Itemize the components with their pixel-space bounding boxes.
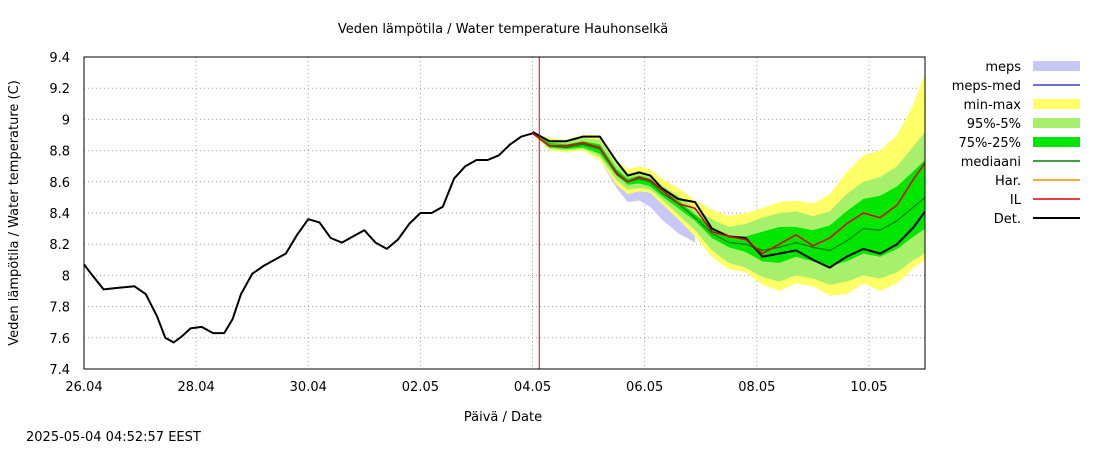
series-det	[532, 131, 926, 269]
legend-label: 95%-5%	[967, 117, 1021, 132]
x-axis-label: Päivä / Date	[464, 410, 542, 425]
legend-swatch	[1033, 118, 1080, 128]
band-75-25-	[532, 131, 925, 266]
legend-label: Har.	[995, 174, 1021, 189]
legend: meps meps-med min-max 95%-5% 75%-25% mediaani…	[952, 60, 1080, 227]
x-tick-label: 26.04	[65, 380, 102, 395]
x-tick-label: 02.05	[402, 380, 439, 395]
series-il	[532, 132, 926, 255]
plot-frame	[83, 56, 926, 370]
y-tick-label: 7.4	[49, 363, 70, 378]
y-tick-label: 9	[62, 113, 70, 128]
y-tick-label: 9.2	[49, 82, 70, 97]
y-axis-label: Veden lämpötila / Water temperature (C)	[7, 80, 22, 346]
legend-label: min-max	[963, 98, 1021, 113]
y-tick-label: 7.6	[49, 332, 70, 347]
legend-label: 75%-25%	[959, 136, 1021, 151]
y-tick-label: 8.8	[49, 145, 70, 160]
x-tick-label: 06.05	[626, 380, 663, 395]
y-tick-label: 7.8	[49, 301, 70, 316]
y-tick-label: 8.4	[49, 207, 70, 222]
y-tick-label: 9.4	[49, 51, 70, 66]
y-tick-label: 8	[62, 269, 70, 284]
legend-swatch	[1033, 61, 1080, 71]
legend-swatch	[1033, 99, 1080, 109]
forecast-bands	[532, 72, 925, 296]
x-tick-label: 04.05	[514, 380, 551, 395]
x-tick-label: 08.05	[738, 380, 775, 395]
legend-label: meps	[985, 60, 1021, 75]
legend-label: mediaani	[961, 155, 1021, 170]
chart-title: Veden lämpötila / Water temperature Hauh…	[338, 22, 668, 37]
y-tick-label: 8.2	[49, 238, 70, 253]
series-lines	[83, 57, 926, 369]
x-axis-ticks: 26.04 28.04 30.04 02.05 04.05 06.05 08.05 10.05	[65, 380, 887, 395]
y-axis-ticks: 7.4 7.6 7.8 8 8.2 8.4 8.6 8.8 9 9.2 9.4	[49, 51, 70, 378]
x-tick-label: 10.05	[850, 380, 887, 395]
y-tick-label: 8.6	[49, 176, 70, 191]
observed-line	[83, 132, 533, 344]
legend-label: meps-med	[952, 79, 1021, 94]
legend-label: Det.	[994, 212, 1021, 227]
legend-label: IL	[1010, 193, 1022, 208]
timestamp: 2025-05-04 04:52:57 EEST	[26, 430, 201, 445]
x-tick-label: 28.04	[178, 380, 215, 395]
legend-swatch	[1033, 137, 1080, 147]
x-tick-label: 30.04	[290, 380, 327, 395]
